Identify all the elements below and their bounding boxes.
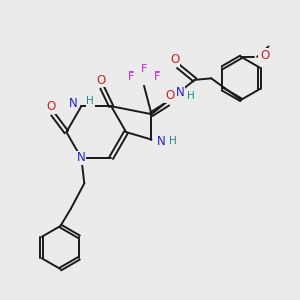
Text: O: O <box>47 100 56 113</box>
Text: O: O <box>96 76 105 86</box>
Text: F: F <box>141 64 147 74</box>
Text: O: O <box>166 89 175 102</box>
Text: N: N <box>176 86 184 99</box>
Text: F: F <box>128 72 135 82</box>
Text: O: O <box>47 103 56 112</box>
Text: N: N <box>157 137 165 147</box>
Text: N: N <box>77 154 86 164</box>
Text: H: H <box>86 96 94 106</box>
Text: H: H <box>187 91 195 101</box>
Text: O: O <box>170 53 179 66</box>
Text: N: N <box>175 88 183 98</box>
Text: O: O <box>170 56 179 65</box>
Text: N: N <box>69 99 78 109</box>
Text: O: O <box>165 92 174 102</box>
Text: O: O <box>260 49 269 62</box>
Text: N: N <box>157 134 166 148</box>
Text: O: O <box>96 74 105 87</box>
Text: F: F <box>141 64 147 74</box>
Text: O: O <box>259 51 268 61</box>
Text: F: F <box>153 72 160 82</box>
Text: H: H <box>87 96 94 106</box>
Text: N: N <box>77 152 86 164</box>
Text: F: F <box>153 71 160 81</box>
Text: N: N <box>69 97 78 110</box>
Text: H: H <box>186 92 194 102</box>
Text: F: F <box>128 71 135 81</box>
Text: H: H <box>168 137 176 147</box>
Text: H: H <box>169 136 177 146</box>
